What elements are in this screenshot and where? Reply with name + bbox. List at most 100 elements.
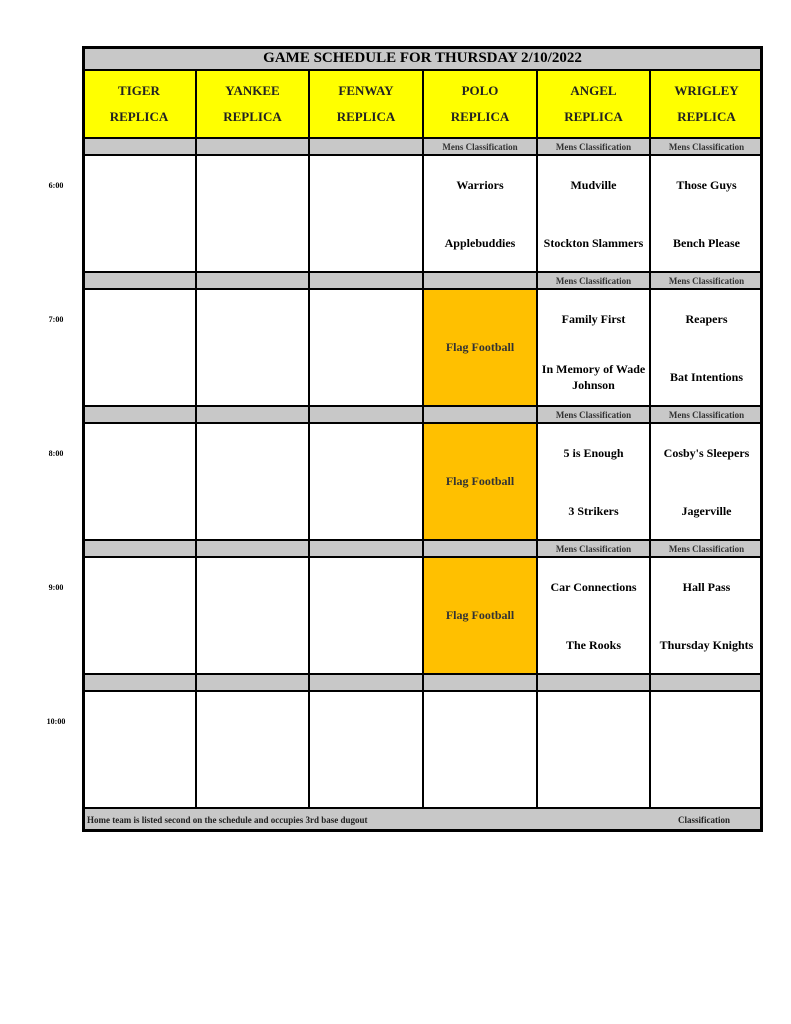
classification-strip: [309, 540, 423, 557]
classification-strip: [423, 272, 537, 289]
home-team: Jagerville: [681, 504, 732, 518]
home-team: Bench Please: [673, 236, 740, 250]
classification-strip: [196, 674, 309, 691]
away-team: Hall Pass: [682, 580, 731, 594]
game-cell: Reapers Bat Intentions: [650, 289, 763, 406]
field-type: REPLICA: [450, 109, 510, 124]
classification-strip: Mens Classification: [650, 272, 763, 289]
field-header: FENWAY REPLICA: [309, 70, 423, 138]
game-cell: [196, 155, 309, 272]
game-cell: Hall Pass Thursday Knights: [650, 557, 763, 674]
game-cell: [196, 423, 309, 540]
game-cell: [196, 557, 309, 674]
game-cell: [82, 423, 196, 540]
game-cell: [650, 691, 763, 808]
classification-strip: Mens Classification: [423, 138, 537, 155]
game-cell: Cosby's Sleepers Jagerville: [650, 423, 763, 540]
classification-strip: [196, 138, 309, 155]
game-cell: [82, 155, 196, 272]
home-team: 3 Strikers: [568, 504, 619, 518]
classification-strip: [309, 138, 423, 155]
footer-note: Home team is listed second on the schedu…: [87, 815, 368, 825]
classification-strip: [82, 406, 196, 423]
event-label: Flag Football: [445, 340, 515, 354]
field-name: YANKEE: [225, 83, 280, 98]
game-cell: Car Connections The Rooks: [537, 557, 650, 674]
away-team: Warriors: [456, 178, 504, 192]
game-cell: [82, 557, 196, 674]
classification-strip: [423, 540, 537, 557]
game-cell: Family First In Memory of Wade Johnson: [537, 289, 650, 406]
time-label: 10:00: [46, 717, 66, 726]
game-cell: [309, 557, 423, 674]
game-cell: Those Guys Bench Please: [650, 155, 763, 272]
classification-strip: [82, 674, 196, 691]
classification-strip: [82, 272, 196, 289]
home-team: Bat Intentions: [669, 370, 743, 384]
game-cell: 5 is Enough 3 Strikers: [537, 423, 650, 540]
field-type: REPLICA: [109, 109, 169, 124]
classification-strip: [196, 540, 309, 557]
classification-strip: [309, 406, 423, 423]
game-cell: [309, 423, 423, 540]
game-cell: [82, 289, 196, 406]
classification-strip: [196, 272, 309, 289]
away-team: Mudville: [570, 178, 617, 192]
field-name: WRIGLEY: [674, 83, 739, 98]
classification-strip: [82, 138, 196, 155]
time-label: 9:00: [48, 583, 64, 592]
classification-strip: [82, 540, 196, 557]
classification-strip: Mens Classification: [537, 138, 650, 155]
game-cell: Flag Football: [423, 289, 537, 406]
game-cell: [309, 155, 423, 272]
schedule-title: GAME SCHEDULE FOR THURSDAY 2/10/2022: [82, 46, 763, 70]
field-header: ANGEL REPLICA: [537, 70, 650, 138]
event-label: Flag Football: [445, 474, 515, 488]
field-name: TIGER: [118, 83, 160, 98]
classification-strip: Mens Classification: [650, 540, 763, 557]
game-cell: [309, 691, 423, 808]
away-team: Those Guys: [676, 178, 737, 192]
classification-strip: [423, 674, 537, 691]
field-header: POLO REPLICA: [423, 70, 537, 138]
classification-strip: Mens Classification: [537, 540, 650, 557]
field-name: FENWAY: [338, 83, 394, 98]
event-label: Flag Football: [445, 608, 515, 622]
footer-classification: Classification: [678, 815, 731, 825]
field-header: YANKEE REPLICA: [196, 70, 309, 138]
home-team: In Memory of Wade Johnson: [541, 362, 646, 392]
classification-strip: [423, 406, 537, 423]
classification-strip: [650, 674, 763, 691]
field-header: TIGER REPLICA: [82, 70, 196, 138]
classification-strip: [309, 674, 423, 691]
away-team: Family First: [561, 312, 626, 326]
game-cell: Mudville Stockton Slammers: [537, 155, 650, 272]
game-cell: [309, 289, 423, 406]
game-cell: [82, 691, 196, 808]
away-team: Car Connections: [550, 580, 637, 594]
field-type: REPLICA: [336, 109, 396, 124]
field-name: ANGEL: [570, 83, 617, 98]
time-label: 7:00: [48, 315, 64, 324]
home-team: Stockton Slammers: [543, 236, 644, 250]
game-cell: [537, 691, 650, 808]
field-type: REPLICA: [677, 109, 736, 124]
game-cell: [196, 691, 309, 808]
away-team: Cosby's Sleepers: [663, 446, 750, 460]
field-type: REPLICA: [223, 109, 282, 124]
classification-strip: Mens Classification: [650, 138, 763, 155]
classification-strip: [196, 406, 309, 423]
field-type: REPLICA: [564, 109, 623, 124]
away-team: 5 is Enough: [563, 446, 624, 460]
game-cell: Flag Football: [423, 423, 537, 540]
game-cell: [423, 691, 537, 808]
field-header: WRIGLEY REPLICA: [650, 70, 763, 138]
time-label: 8:00: [48, 449, 64, 458]
footer-bar: Home team is listed second on the schedu…: [82, 808, 763, 832]
classification-strip: [309, 272, 423, 289]
classification-strip: [537, 674, 650, 691]
game-cell: [196, 289, 309, 406]
away-team: Reapers: [685, 312, 728, 326]
classification-strip: Mens Classification: [650, 406, 763, 423]
